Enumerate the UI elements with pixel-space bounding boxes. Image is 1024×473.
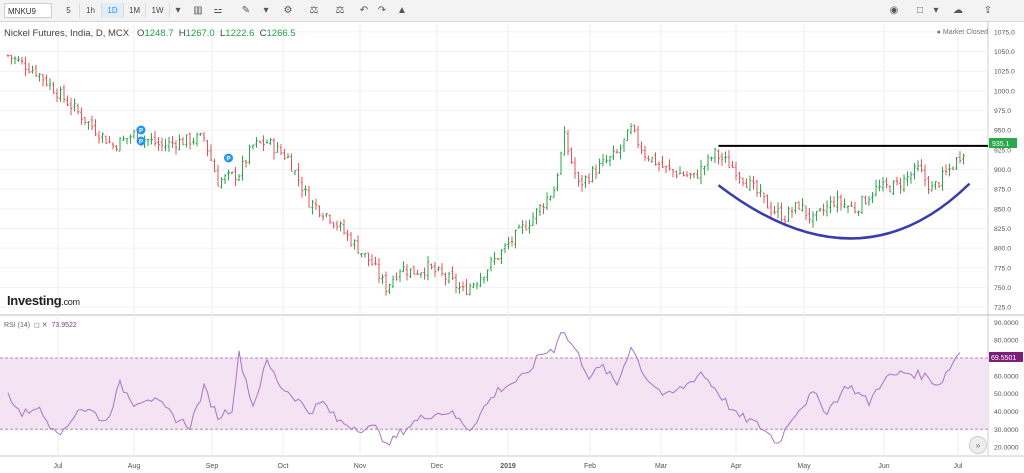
y-tick-label: 875.0 — [994, 187, 1011, 194]
close-label: C — [259, 28, 267, 39]
y-tick-label: 1000.0 — [994, 88, 1015, 95]
rsi-y-tick-label: 80.0000 — [994, 338, 1019, 345]
x-tick-label: May — [797, 463, 811, 470]
x-tick-label: Dec — [431, 463, 444, 470]
rsi-y-tick-label: 90.0000 — [994, 320, 1019, 327]
chart-legend: Nickel Futures, India, D, MCX O1248.7 H1… — [4, 28, 296, 39]
rsi-y-tick-label: 20.0000 — [994, 445, 1019, 452]
y-tick-label: 825.0 — [994, 226, 1011, 233]
dropdown-icon[interactable]: ▾ — [175, 5, 181, 16]
x-tick-label: Mar — [655, 463, 668, 470]
event-marker-label: P — [226, 157, 230, 163]
low-label: L — [220, 28, 226, 39]
low-value: 1222.6 — [225, 28, 255, 39]
y-tick-label: 975.0 — [994, 108, 1011, 115]
cup-curve — [717, 182, 971, 240]
scale-icon[interactable]: ⚖ — [335, 5, 345, 16]
scroll-right-button[interactable]: » — [969, 436, 987, 454]
investing-logo: Investing.com — [7, 293, 80, 308]
square-icon[interactable]: □ — [916, 5, 924, 16]
interval-5-button[interactable]: 5 — [58, 3, 80, 18]
y-tick-label: 1025.0 — [994, 69, 1015, 76]
camera-icon[interactable]: ◉ — [889, 5, 899, 16]
dropdown-icon[interactable]: ▾ — [263, 5, 269, 16]
rsi-y-tick-label: 40.0000 — [994, 409, 1019, 416]
rsi-y-tick-label: 30.0000 — [994, 427, 1019, 434]
rsi-band — [0, 357, 988, 430]
rsi-last-tag — [989, 351, 1023, 362]
last-price-label: 935.1 — [992, 141, 1010, 148]
interval-1m-button[interactable]: 1M — [124, 3, 146, 18]
top-toolbar: MNKU9 5 1h 1D 1M 1W ▾ ▥ ⚍ ✎ ▾ ⚙ ⚖ ⚖ ↶ ↷ … — [0, 0, 1024, 22]
rsi-legend: RSI (14) ◻ ✕ 73.9522 — [4, 322, 77, 329]
alert-icon[interactable]: ▲ — [397, 5, 407, 16]
event-marker-label: P — [139, 140, 143, 146]
event-marker-icon[interactable] — [136, 125, 146, 135]
y-tick-label: 900.0 — [994, 167, 1011, 174]
x-tick-label: Sep — [206, 463, 219, 470]
y-tick-label: 850.0 — [994, 206, 1011, 213]
x-tick-label: 2019 — [500, 463, 516, 470]
price-chart[interactable]: Jul Aug Sep Oct Nov Dec 2019 Feb Mar Apr May Jun Jul… — [0, 22, 1024, 473]
cloud-upload-icon[interactable]: ⇪ — [983, 5, 993, 16]
y-tick-label: 725.0 — [994, 305, 1011, 312]
x-tick-label: Jul — [54, 463, 63, 470]
event-marker-icon[interactable] — [136, 136, 146, 146]
y-tick-label: 750.0 — [994, 285, 1011, 292]
indicators-icon[interactable]: ⚍ — [213, 5, 223, 16]
dropdown-icon[interactable]: ▾ — [933, 5, 939, 16]
y-tick-label: 1075.0 — [994, 29, 1015, 36]
close-value: 1266.5 — [266, 28, 296, 39]
y-tick-label: 775.0 — [994, 265, 1011, 272]
x-tick-label: Jul — [954, 463, 963, 470]
interval-1d-button[interactable]: 1D — [102, 3, 124, 18]
x-tick-label: Oct — [278, 463, 289, 470]
market-status: ● Market Closed — [936, 29, 988, 36]
y-tick-label: 1050.0 — [994, 49, 1015, 56]
candles-icon[interactable]: ▥ — [193, 5, 203, 16]
interval-1w-button[interactable]: 1W — [146, 3, 170, 18]
rsi-line — [7, 332, 961, 446]
y-tick-label: 925.0 — [994, 147, 1011, 154]
settings-icon[interactable]: ⚙ — [283, 5, 293, 16]
rsi-y-tick-label: 50.0000 — [994, 391, 1019, 398]
symbol-input[interactable]: MNKU9 — [4, 3, 52, 18]
high-value: 1267.0 — [185, 28, 215, 39]
drawing-icon[interactable]: ✎ — [241, 5, 251, 16]
x-tick-label: Jun — [878, 463, 889, 470]
x-tick-label: Feb — [584, 463, 596, 470]
market-status-text: Market Closed — [942, 29, 988, 36]
y-tick-label: 800.0 — [994, 246, 1011, 253]
event-marker-label: P — [139, 129, 143, 135]
x-tick-label: Nov — [354, 463, 367, 470]
rsi-label: RSI (14) — [4, 322, 31, 329]
interval-1h-button[interactable]: 1h — [80, 3, 102, 18]
event-marker-icon[interactable] — [224, 153, 233, 163]
compare-icon[interactable]: ⚖ — [309, 5, 319, 16]
redo-icon[interactable]: ↷ — [377, 5, 387, 16]
high-label: H — [178, 28, 186, 39]
logo-main: Investing — [7, 293, 62, 308]
chart-title: Nickel Futures, India, D, MCX — [4, 28, 130, 39]
rsi-last-label: 69.5501 — [991, 355, 1016, 362]
logo-suffix: .com — [61, 297, 80, 307]
undo-icon[interactable]: ↶ — [359, 5, 369, 16]
open-label: O — [137, 28, 145, 39]
rsi-value: 73.9522 — [51, 322, 77, 329]
x-tick-label: Aug — [128, 463, 141, 470]
last-price-tag — [989, 138, 1017, 148]
x-tick-label: Apr — [731, 463, 743, 470]
y-tick-label: 950.0 — [994, 128, 1011, 135]
cloud-icon[interactable]: ☁ — [953, 5, 963, 16]
rsi-y-tick-label: 60.0000 — [994, 373, 1019, 380]
open-value: 1248.7 — [144, 28, 174, 39]
